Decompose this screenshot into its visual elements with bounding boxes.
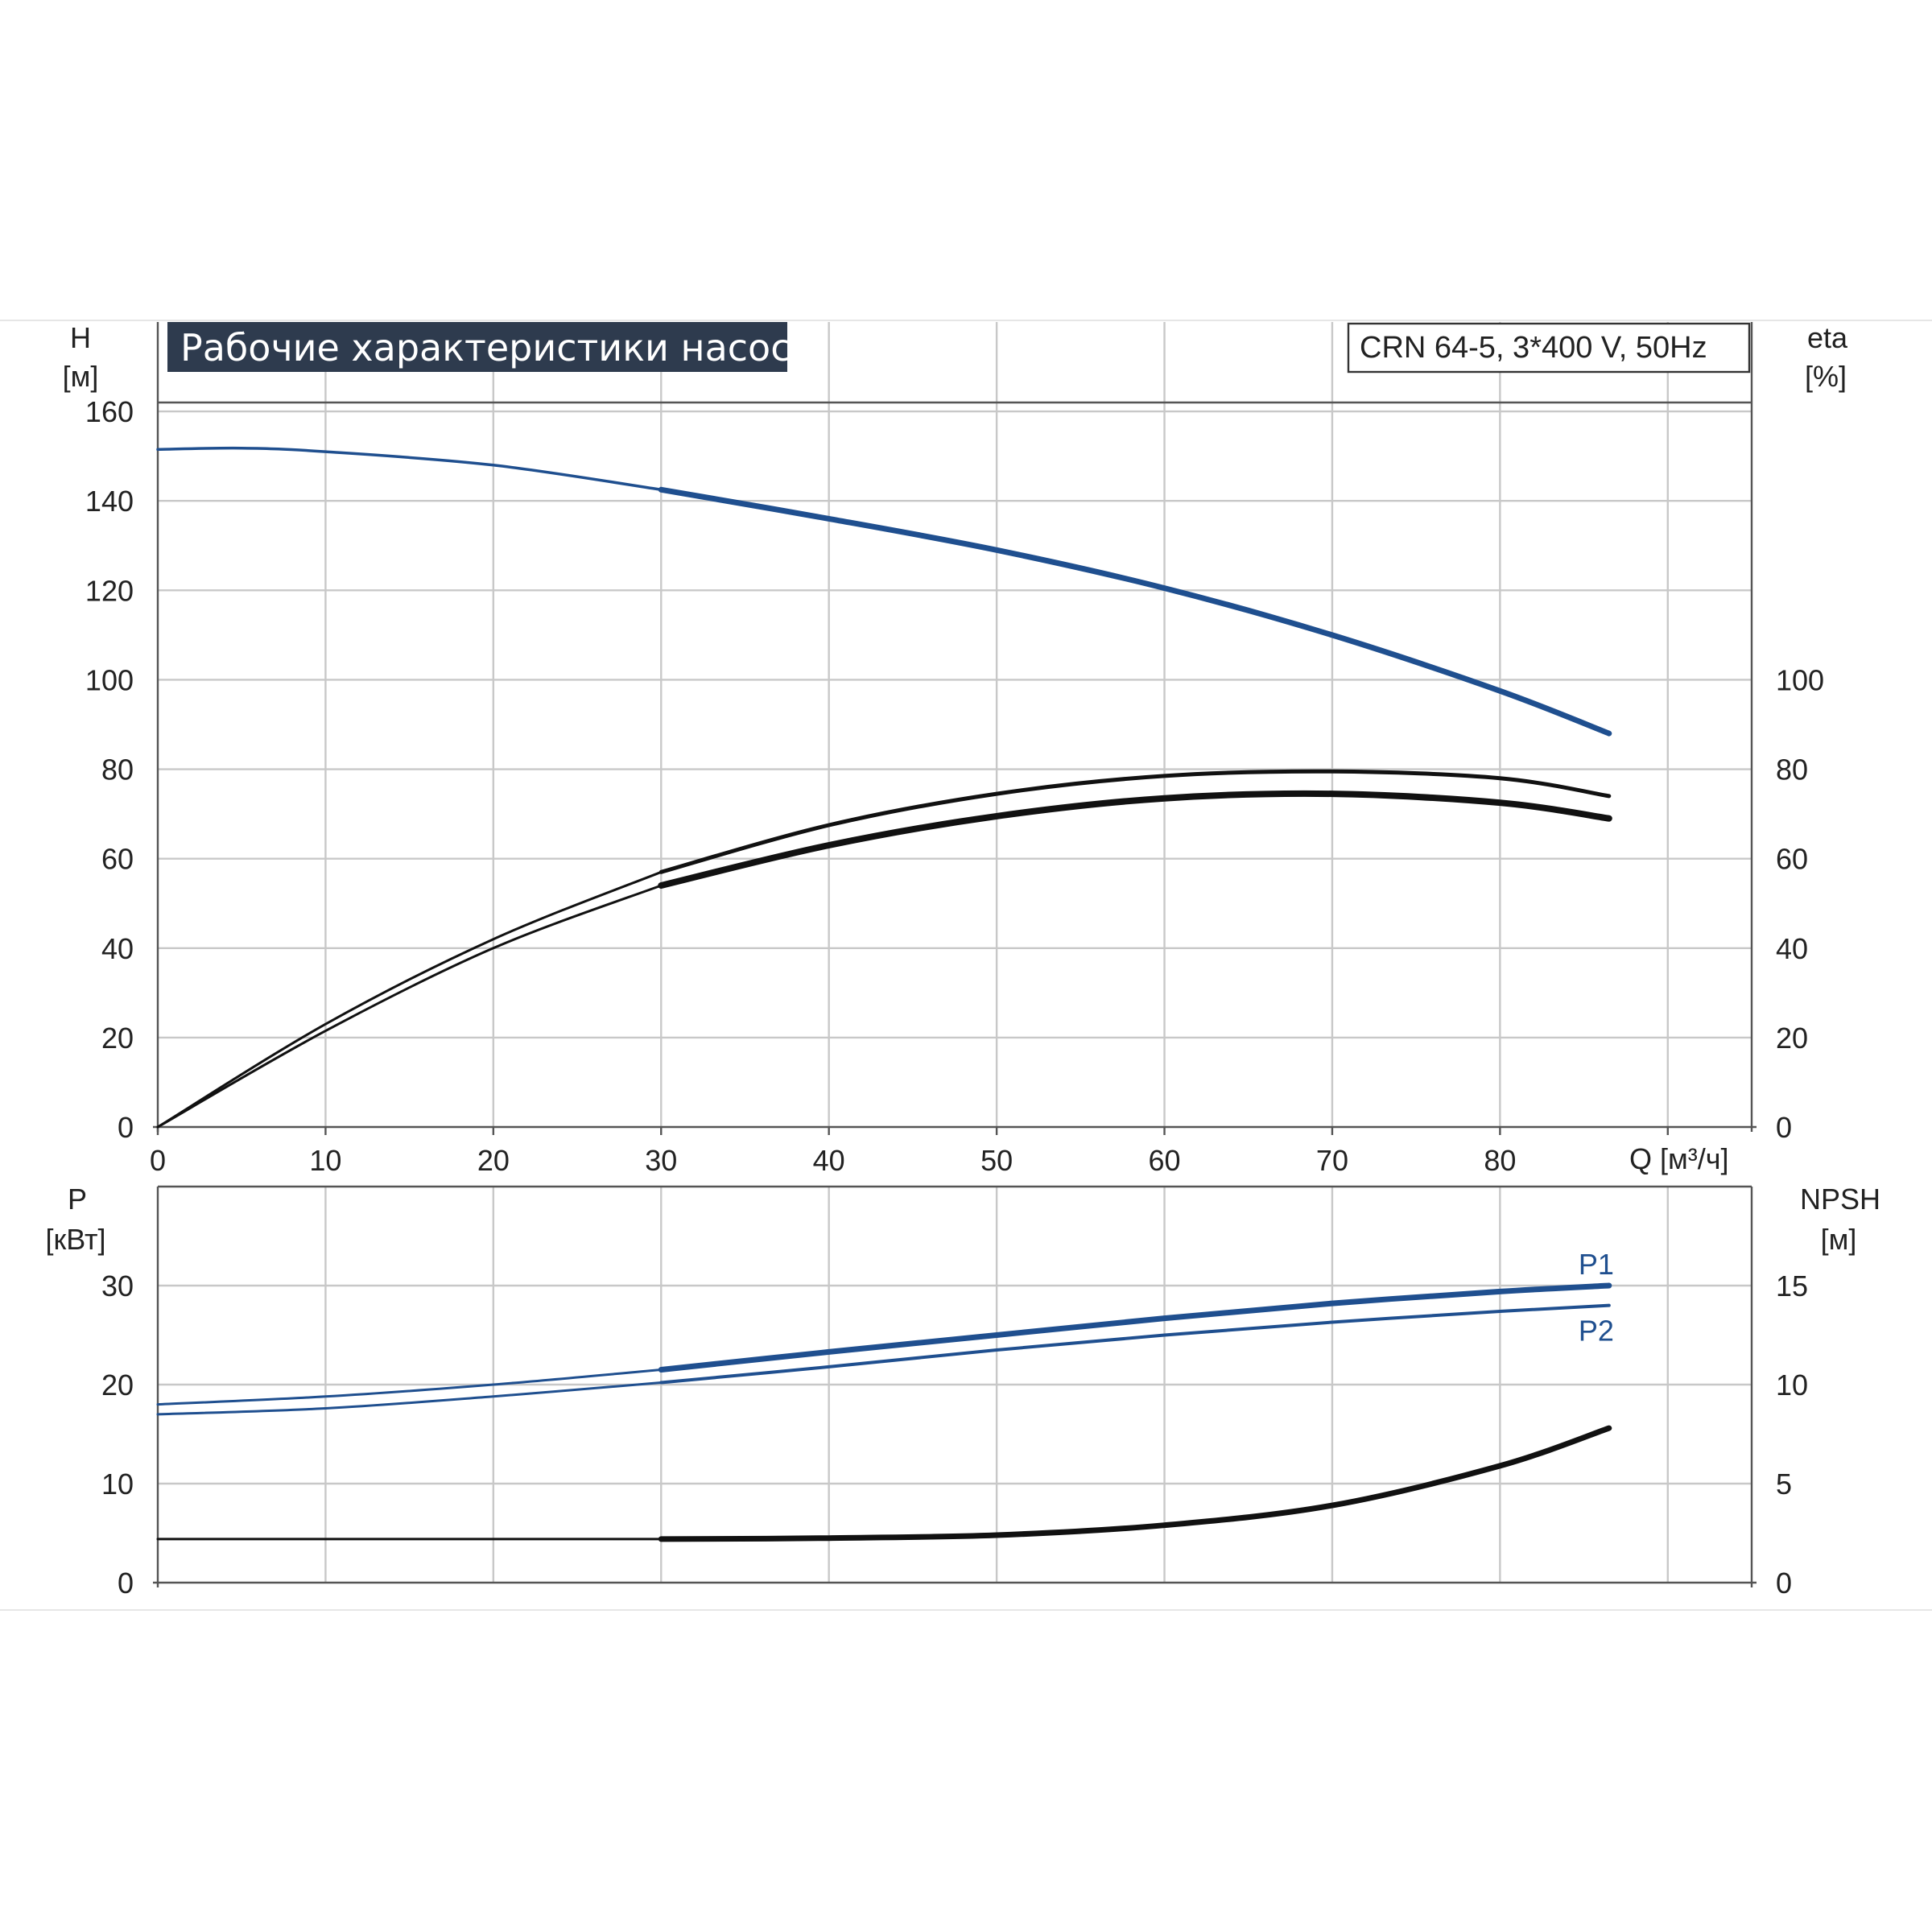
efficiency-tick-label: 20 <box>1776 1022 1808 1055</box>
power-curve-p2 <box>156 1303 1611 1416</box>
npsh-axis-unit: [м] <box>1821 1223 1857 1256</box>
power-tick-label: 10 <box>101 1468 134 1501</box>
head-tick-label: 100 <box>85 663 134 696</box>
x-tick-label: 50 <box>980 1144 1013 1177</box>
efficiency-axis-unit: [%] <box>1805 360 1847 393</box>
head-tick-label: 20 <box>101 1022 134 1055</box>
head-tick-label: 60 <box>101 843 134 876</box>
efficiency-axis-tick-labels: 0 20 40 60 80 100 <box>1776 663 1824 1144</box>
head-curve <box>156 446 1612 737</box>
efficiency-curve-lower-segment-main <box>658 790 1612 889</box>
x-tick-label: 80 <box>1484 1144 1516 1177</box>
npsh-tick-label: 15 <box>1776 1269 1808 1302</box>
efficiency-curve-upper <box>156 769 1612 1129</box>
head-curve-segment-extrapolated <box>156 446 663 492</box>
x-tick-label: 40 <box>813 1144 845 1177</box>
series-label-p1: P1 <box>1579 1248 1614 1281</box>
head-axis-title: H <box>70 321 91 354</box>
series-label-p2: P2 <box>1579 1315 1614 1348</box>
head-tick-label: 160 <box>85 395 134 428</box>
upper-grid <box>153 322 1757 1135</box>
efficiency-curve-lower-segment-extrapolated <box>156 884 663 1129</box>
power-axis-tick-labels: 0 10 20 30 <box>101 1269 134 1600</box>
efficiency-tick-label: 100 <box>1776 663 1824 696</box>
efficiency-curve-upper-segment-extrapolated <box>156 870 663 1129</box>
lower-grid <box>153 1185 1757 1587</box>
efficiency-axis-title: eta <box>1807 321 1848 354</box>
efficiency-tick-label: 60 <box>1776 843 1808 876</box>
flow-axis-title: Q [м³/ч] <box>1629 1142 1729 1175</box>
efficiency-curve-upper-segment-main <box>658 769 1612 874</box>
power-curve-p1-segment-extrapolated <box>156 1368 663 1406</box>
npsh-curve-segment-main <box>658 1425 1612 1542</box>
model-label-box <box>1347 322 1751 374</box>
power-tick-label: 20 <box>101 1368 134 1402</box>
x-tick-label: 20 <box>477 1144 510 1177</box>
power-tick-label: 0 <box>118 1567 134 1600</box>
npsh-tick-label: 10 <box>1776 1368 1808 1402</box>
npsh-axis-tick-labels: 0 5 10 15 <box>1776 1269 1808 1600</box>
npsh-axis-title: NPSH <box>1800 1183 1880 1216</box>
model-label: CRN 64-5, 3*400 V, 50Hz <box>1360 331 1707 365</box>
efficiency-tick-label: 40 <box>1776 932 1808 965</box>
x-tick-label: 10 <box>309 1144 341 1177</box>
x-tick-label: 0 <box>150 1144 166 1177</box>
npsh-tick-label: 0 <box>1776 1567 1792 1600</box>
head-tick-label: 40 <box>101 932 134 965</box>
x-tick-label: 70 <box>1316 1144 1348 1177</box>
x-axis-tick-labels: 0 10 20 30 40 50 60 70 80 <box>150 1144 1516 1177</box>
efficiency-tick-label: 0 <box>1776 1111 1792 1144</box>
power-curve-p2-segment-main <box>659 1303 1611 1385</box>
head-axis-unit: [м] <box>63 360 99 393</box>
x-tick-label: 30 <box>645 1144 677 1177</box>
x-tick-label: 60 <box>1149 1144 1181 1177</box>
efficiency-curve-lower <box>156 790 1612 1129</box>
head-tick-label: 0 <box>118 1111 134 1144</box>
head-tick-label: 80 <box>101 753 134 786</box>
head-axis-tick-labels: 0 20 40 60 80 100 120 140 160 <box>85 395 134 1144</box>
lower-series <box>156 1282 1612 1542</box>
upper-series <box>156 446 1612 1129</box>
power-curve-p1-segment-main <box>658 1282 1612 1373</box>
head-tick-label: 140 <box>85 485 134 518</box>
head-tick-label: 120 <box>85 574 134 607</box>
efficiency-tick-label: 80 <box>1776 753 1808 786</box>
chart-title-banner <box>167 322 787 372</box>
head-curve-segment-main <box>658 486 1612 737</box>
npsh-tick-label: 5 <box>1776 1468 1792 1501</box>
chart-title: Рабочие характеристики насоса <box>180 326 814 369</box>
power-curve-p1 <box>156 1282 1612 1406</box>
power-tick-label: 30 <box>101 1269 134 1302</box>
power-axis-title: P <box>68 1183 87 1216</box>
power-axis-unit: [кВт] <box>45 1223 105 1256</box>
npsh-curve <box>156 1425 1612 1542</box>
power-curve-p2-segment-extrapolated <box>156 1381 663 1416</box>
